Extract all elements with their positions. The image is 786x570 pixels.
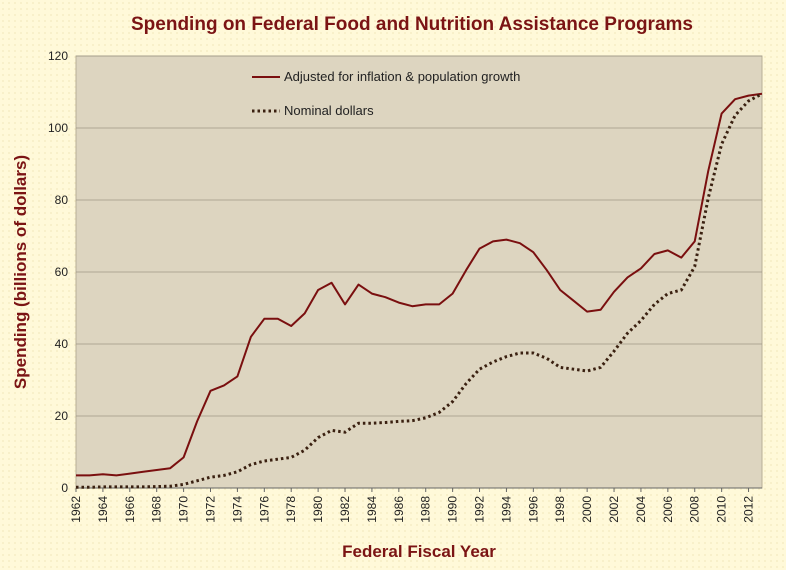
x-tick-label: 1986 xyxy=(392,496,406,523)
x-tick-label: 2004 xyxy=(634,496,648,523)
x-tick-label: 2012 xyxy=(742,496,756,523)
series-layer xyxy=(76,92,763,489)
legend: Adjusted for inflation & population grow… xyxy=(252,69,520,118)
y-tick-label: 0 xyxy=(61,481,68,495)
y-tick-label: 20 xyxy=(55,409,69,423)
x-tick-labels: 1962 1964 1966 1968 1970 1972 1974 1976 1978 1980… xyxy=(69,488,756,523)
x-tick-label: 1982 xyxy=(338,496,352,523)
x-tick-label: 1996 xyxy=(526,496,540,523)
x-tick-label: 1984 xyxy=(365,496,379,523)
x-tick-label: 2002 xyxy=(607,496,621,523)
legend-label-nominal: Nominal dollars xyxy=(284,103,374,118)
x-tick-label: 1976 xyxy=(257,496,271,523)
x-tick-label: 1966 xyxy=(123,496,137,523)
x-tick-label: 1968 xyxy=(150,496,164,523)
y-axis-title: Spending (billions of dollars) xyxy=(11,155,30,389)
x-tick-label: 1970 xyxy=(177,496,191,523)
x-tick-label: 2008 xyxy=(688,496,702,523)
x-axis-title: Federal Fiscal Year xyxy=(342,542,496,561)
x-tick-label: 2000 xyxy=(580,496,594,523)
x-tick-label: 2006 xyxy=(661,496,675,523)
legend-label-adjusted: Adjusted for inflation & population grow… xyxy=(284,69,520,84)
x-tick-label: 1962 xyxy=(69,496,83,523)
y-tick-label: 60 xyxy=(55,265,69,279)
x-tick-label: 1974 xyxy=(230,496,244,523)
y-tick-label: 40 xyxy=(55,337,69,351)
x-tick-label: 1990 xyxy=(446,496,460,523)
x-tick-label: 1978 xyxy=(284,496,298,523)
series-line-nominal xyxy=(76,92,763,489)
y-tick-labels: 0 20 40 60 80 100 120 xyxy=(48,49,68,495)
x-tick-label: 1988 xyxy=(419,496,433,523)
x-tick-label: 1992 xyxy=(473,496,487,523)
x-tick-label: 1972 xyxy=(204,496,218,523)
y-tick-label: 100 xyxy=(48,121,68,135)
y-tick-label: 80 xyxy=(55,193,69,207)
x-tick-label: 2010 xyxy=(715,496,729,523)
series-line-adjusted xyxy=(76,92,763,477)
y-tick-label: 120 xyxy=(48,49,68,63)
chart-title: Spending on Federal Food and Nutrition A… xyxy=(131,14,693,35)
x-tick-label: 1998 xyxy=(553,496,567,523)
x-tick-label: 1994 xyxy=(499,496,513,523)
x-tick-label: 1964 xyxy=(96,496,110,523)
x-tick-label: 1980 xyxy=(311,496,325,523)
grid-lines xyxy=(76,55,762,489)
